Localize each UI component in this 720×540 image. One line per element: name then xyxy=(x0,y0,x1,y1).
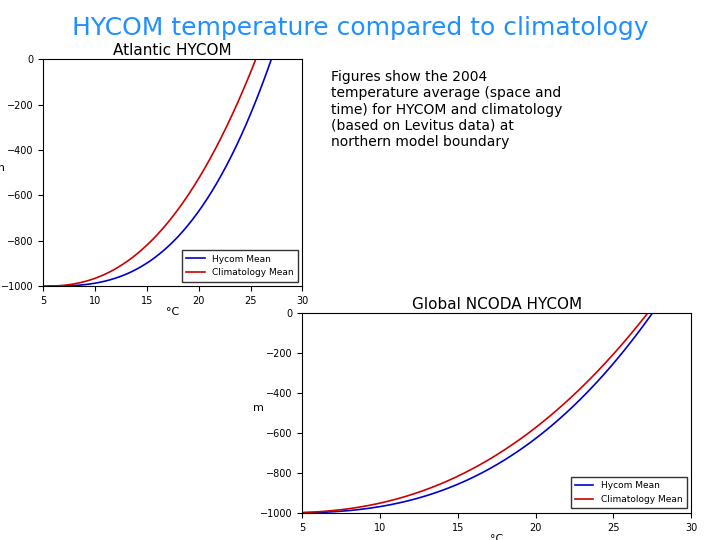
X-axis label: °C: °C xyxy=(490,534,503,540)
Text: Figures show the 2004
temperature average (space and
time) for HYCOM and climato: Figures show the 2004 temperature averag… xyxy=(331,70,562,149)
Title: Atlantic HYCOM: Atlantic HYCOM xyxy=(114,43,232,58)
Title: Global NCODA HYCOM: Global NCODA HYCOM xyxy=(412,297,582,312)
Text: HYCOM temperature compared to climatology: HYCOM temperature compared to climatolog… xyxy=(72,16,648,40)
Legend: Hycom Mean, Climatology Mean: Hycom Mean, Climatology Mean xyxy=(182,250,298,282)
Y-axis label: m: m xyxy=(0,163,5,173)
Y-axis label: m: m xyxy=(253,403,264,413)
Legend: Hycom Mean, Climatology Mean: Hycom Mean, Climatology Mean xyxy=(571,477,687,509)
X-axis label: °C: °C xyxy=(166,307,179,318)
